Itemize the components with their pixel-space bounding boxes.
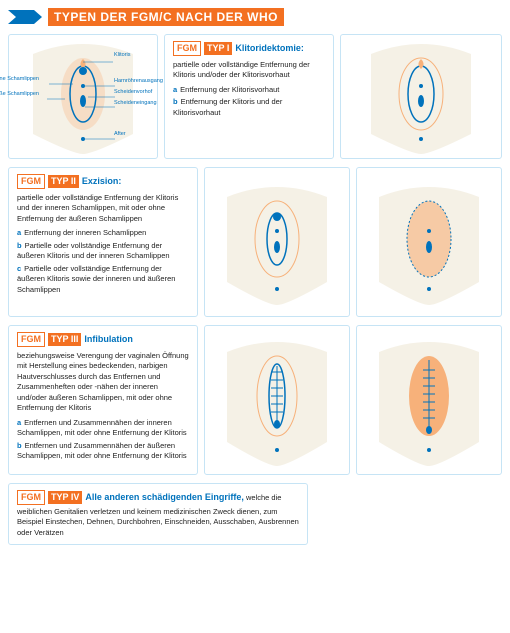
typ3-diagram-a [204,325,350,475]
typ1-name: Klitoridektomie: [235,42,304,55]
typ3-diagram-b [356,325,502,475]
typ2-text: FGM TYP II Exzision: partielle oder voll… [8,167,198,317]
typ4-text: FGM TYP IV Alle anderen schädigenden Ein… [8,483,308,545]
lbl-harn: Harnröhrenausgang [114,79,163,85]
lbl-klitoris: Klitoris [114,53,131,59]
typ3-text: FGM TYP III Infibulation beziehungsweise… [8,325,198,475]
typ3-name: Infibulation [84,333,133,346]
lbl-svorhof: Scheidenvorhof [114,90,152,96]
lbl-innere: kleine Schamlippen [0,77,39,83]
typ3-b: bEntfernen und Zusammennähen der äußeren… [17,441,189,462]
typ1-text: FGM TYP I Klitoridektomie: partielle ode… [164,34,334,159]
row-typ2: FGM TYP II Exzision: partielle oder voll… [8,167,502,317]
lbl-after: After [114,132,126,138]
typ2-diagram-b [356,167,502,317]
typ1-desc: partielle oder vollständige Entfernung d… [173,60,325,81]
typ2-a: aEntfernung der inneren Schamlippen [17,228,189,239]
typ3-a: aEntfernen und Zusammennähen der inneren… [17,418,189,439]
tag-fgm: FGM [173,41,201,56]
arrow-icon [8,8,48,26]
typ4-name: Alle anderen schädigenden Eingriffe, [85,491,244,504]
tag-fgm: FGM [17,332,45,347]
tag-typ: TYP II [48,175,79,188]
typ2-desc: partielle oder vollständige Entfernung d… [17,193,189,225]
lbl-aussere: große Schamlippen [0,92,39,98]
tag-typ: TYP I [204,42,232,55]
typ1-diagram [340,34,502,159]
page-title: TYPEN DER FGM/C NACH DER WHO [48,8,284,26]
tag-typ: TYP IV [48,491,82,504]
row-typ3: FGM TYP III Infibulation beziehungsweise… [8,325,502,475]
typ1-b: bEntfernung der Klitoris und der Klitori… [173,97,325,118]
typ2-name: Exzision: [82,175,122,188]
typ2-c: cPartielle oder vollständige Entfernung … [17,264,189,296]
tag-typ: TYP III [48,333,81,346]
anatomy-diagram: Klitoris Harnröhrenausgang Scheidenvorho… [8,34,158,159]
typ2-diagram-a [204,167,350,317]
lbl-seingang: Scheideneingang [114,101,157,107]
row-typ1: Klitoris Harnröhrenausgang Scheidenvorho… [8,34,502,159]
row-typ4: FGM TYP IV Alle anderen schädigenden Ein… [8,483,502,545]
tag-fgm: FGM [17,174,45,189]
typ3-desc: beziehungsweise Verengung der vaginalen … [17,351,189,414]
typ2-b: bPartielle oder vollständige Entfernung … [17,241,189,262]
typ1-a: aEntfernung der Klitorisvorhaut [173,85,325,96]
page-title-text: TYPEN DER FGM/C NACH DER WHO [54,10,278,24]
tag-fgm: FGM [17,490,45,505]
